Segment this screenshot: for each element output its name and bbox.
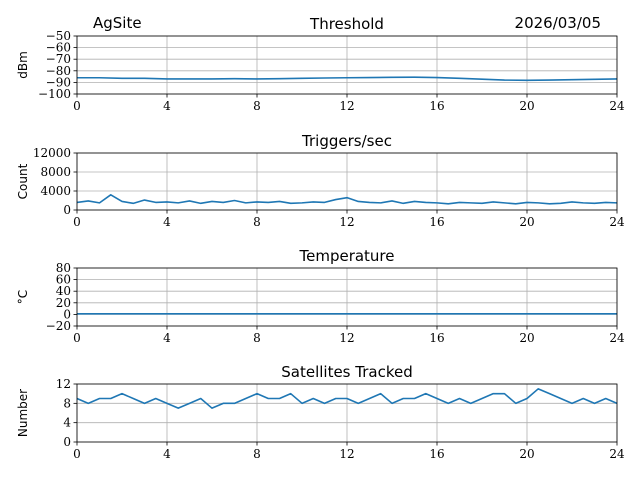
chart-title: Triggers/sec <box>301 132 392 150</box>
x-tick-label: 20 <box>519 447 534 461</box>
x-tick-label: 12 <box>339 99 354 113</box>
y-tick-label: 0 <box>63 307 71 321</box>
x-tick-label: 12 <box>339 215 354 229</box>
y-axis-label: Count <box>16 163 30 199</box>
y-axis-label: Number <box>16 389 30 437</box>
x-tick-label: 0 <box>73 331 81 345</box>
y-tick-label: 4 <box>63 416 71 430</box>
series-line <box>76 194 618 205</box>
panel-0: 0 4 8 12 16 20 24 −100−90−80−70−60−50 Threshold d… <box>16 15 625 113</box>
y-tick-label: 60 <box>56 273 71 287</box>
x-tick-label: 8 <box>253 99 261 113</box>
x-tick-label: 0 <box>73 447 81 461</box>
x-tick-label: 4 <box>163 331 171 345</box>
x-tick-label: 4 <box>163 99 171 113</box>
x-tick-label: 20 <box>519 99 534 113</box>
y-tick-label: 8000 <box>40 165 71 179</box>
chart-title: Temperature <box>298 247 394 265</box>
y-tick-label: 0 <box>63 203 71 217</box>
y-tick-label: −20 <box>46 319 71 333</box>
y-tick-label: −70 <box>46 52 71 66</box>
y-tick-label: 0 <box>63 435 71 449</box>
x-tick-label: 4 <box>163 447 171 461</box>
y-tick-label: 4000 <box>40 184 71 198</box>
y-tick-label: 20 <box>56 296 71 310</box>
panel-3: 0 4 8 12 16 20 24 0 4 8 12 Satellites Tracked Number <box>16 363 625 461</box>
x-tick-label: 24 <box>609 447 625 461</box>
y-tick-label: 8 <box>63 396 71 410</box>
panel-1: 0 4 8 12 16 20 24 0 4000 8000 12000 Triggers/sec Cou… <box>16 132 625 229</box>
x-tick-label: 24 <box>609 99 625 113</box>
x-tick-label: 16 <box>429 99 444 113</box>
x-tick-label: 24 <box>609 215 625 229</box>
y-tick-label: −60 <box>46 41 71 55</box>
x-tick-label: 12 <box>339 447 354 461</box>
y-tick-label: 12 <box>56 377 71 391</box>
y-tick-label: 80 <box>56 261 71 275</box>
series-line <box>76 388 618 409</box>
x-tick-label: 8 <box>253 447 261 461</box>
y-tick-label: −100 <box>38 87 71 101</box>
y-axis-label: dBm <box>16 51 30 79</box>
x-tick-label: 16 <box>429 447 444 461</box>
x-tick-label: 20 <box>519 215 534 229</box>
x-tick-label: 4 <box>163 215 171 229</box>
x-tick-label: 0 <box>73 215 81 229</box>
chart-panels: 0 4 8 12 16 20 24 −100−90−80−70−60−50 Threshold d… <box>16 15 625 461</box>
chart-title: Threshold <box>309 15 384 33</box>
x-tick-label: 16 <box>429 331 444 345</box>
x-tick-label: 0 <box>73 99 81 113</box>
y-tick-label: −80 <box>46 64 71 78</box>
x-tick-label: 8 <box>253 215 261 229</box>
site-label: AgSite <box>93 14 142 32</box>
y-tick-label: −90 <box>46 75 71 89</box>
y-axis-label: °C <box>16 290 30 304</box>
x-tick-label: 12 <box>339 331 354 345</box>
date-label: 2026/03/05 <box>515 14 601 32</box>
y-tick-label: 40 <box>56 284 71 298</box>
chart-title: Satellites Tracked <box>281 363 412 381</box>
series-line <box>77 76 618 82</box>
x-tick-label: 24 <box>609 331 625 345</box>
y-tick-label: −50 <box>46 29 71 43</box>
x-tick-label: 20 <box>519 331 534 345</box>
x-tick-label: 8 <box>253 331 261 345</box>
x-tick-label: 16 <box>429 215 444 229</box>
y-tick-label: 12000 <box>33 146 71 160</box>
